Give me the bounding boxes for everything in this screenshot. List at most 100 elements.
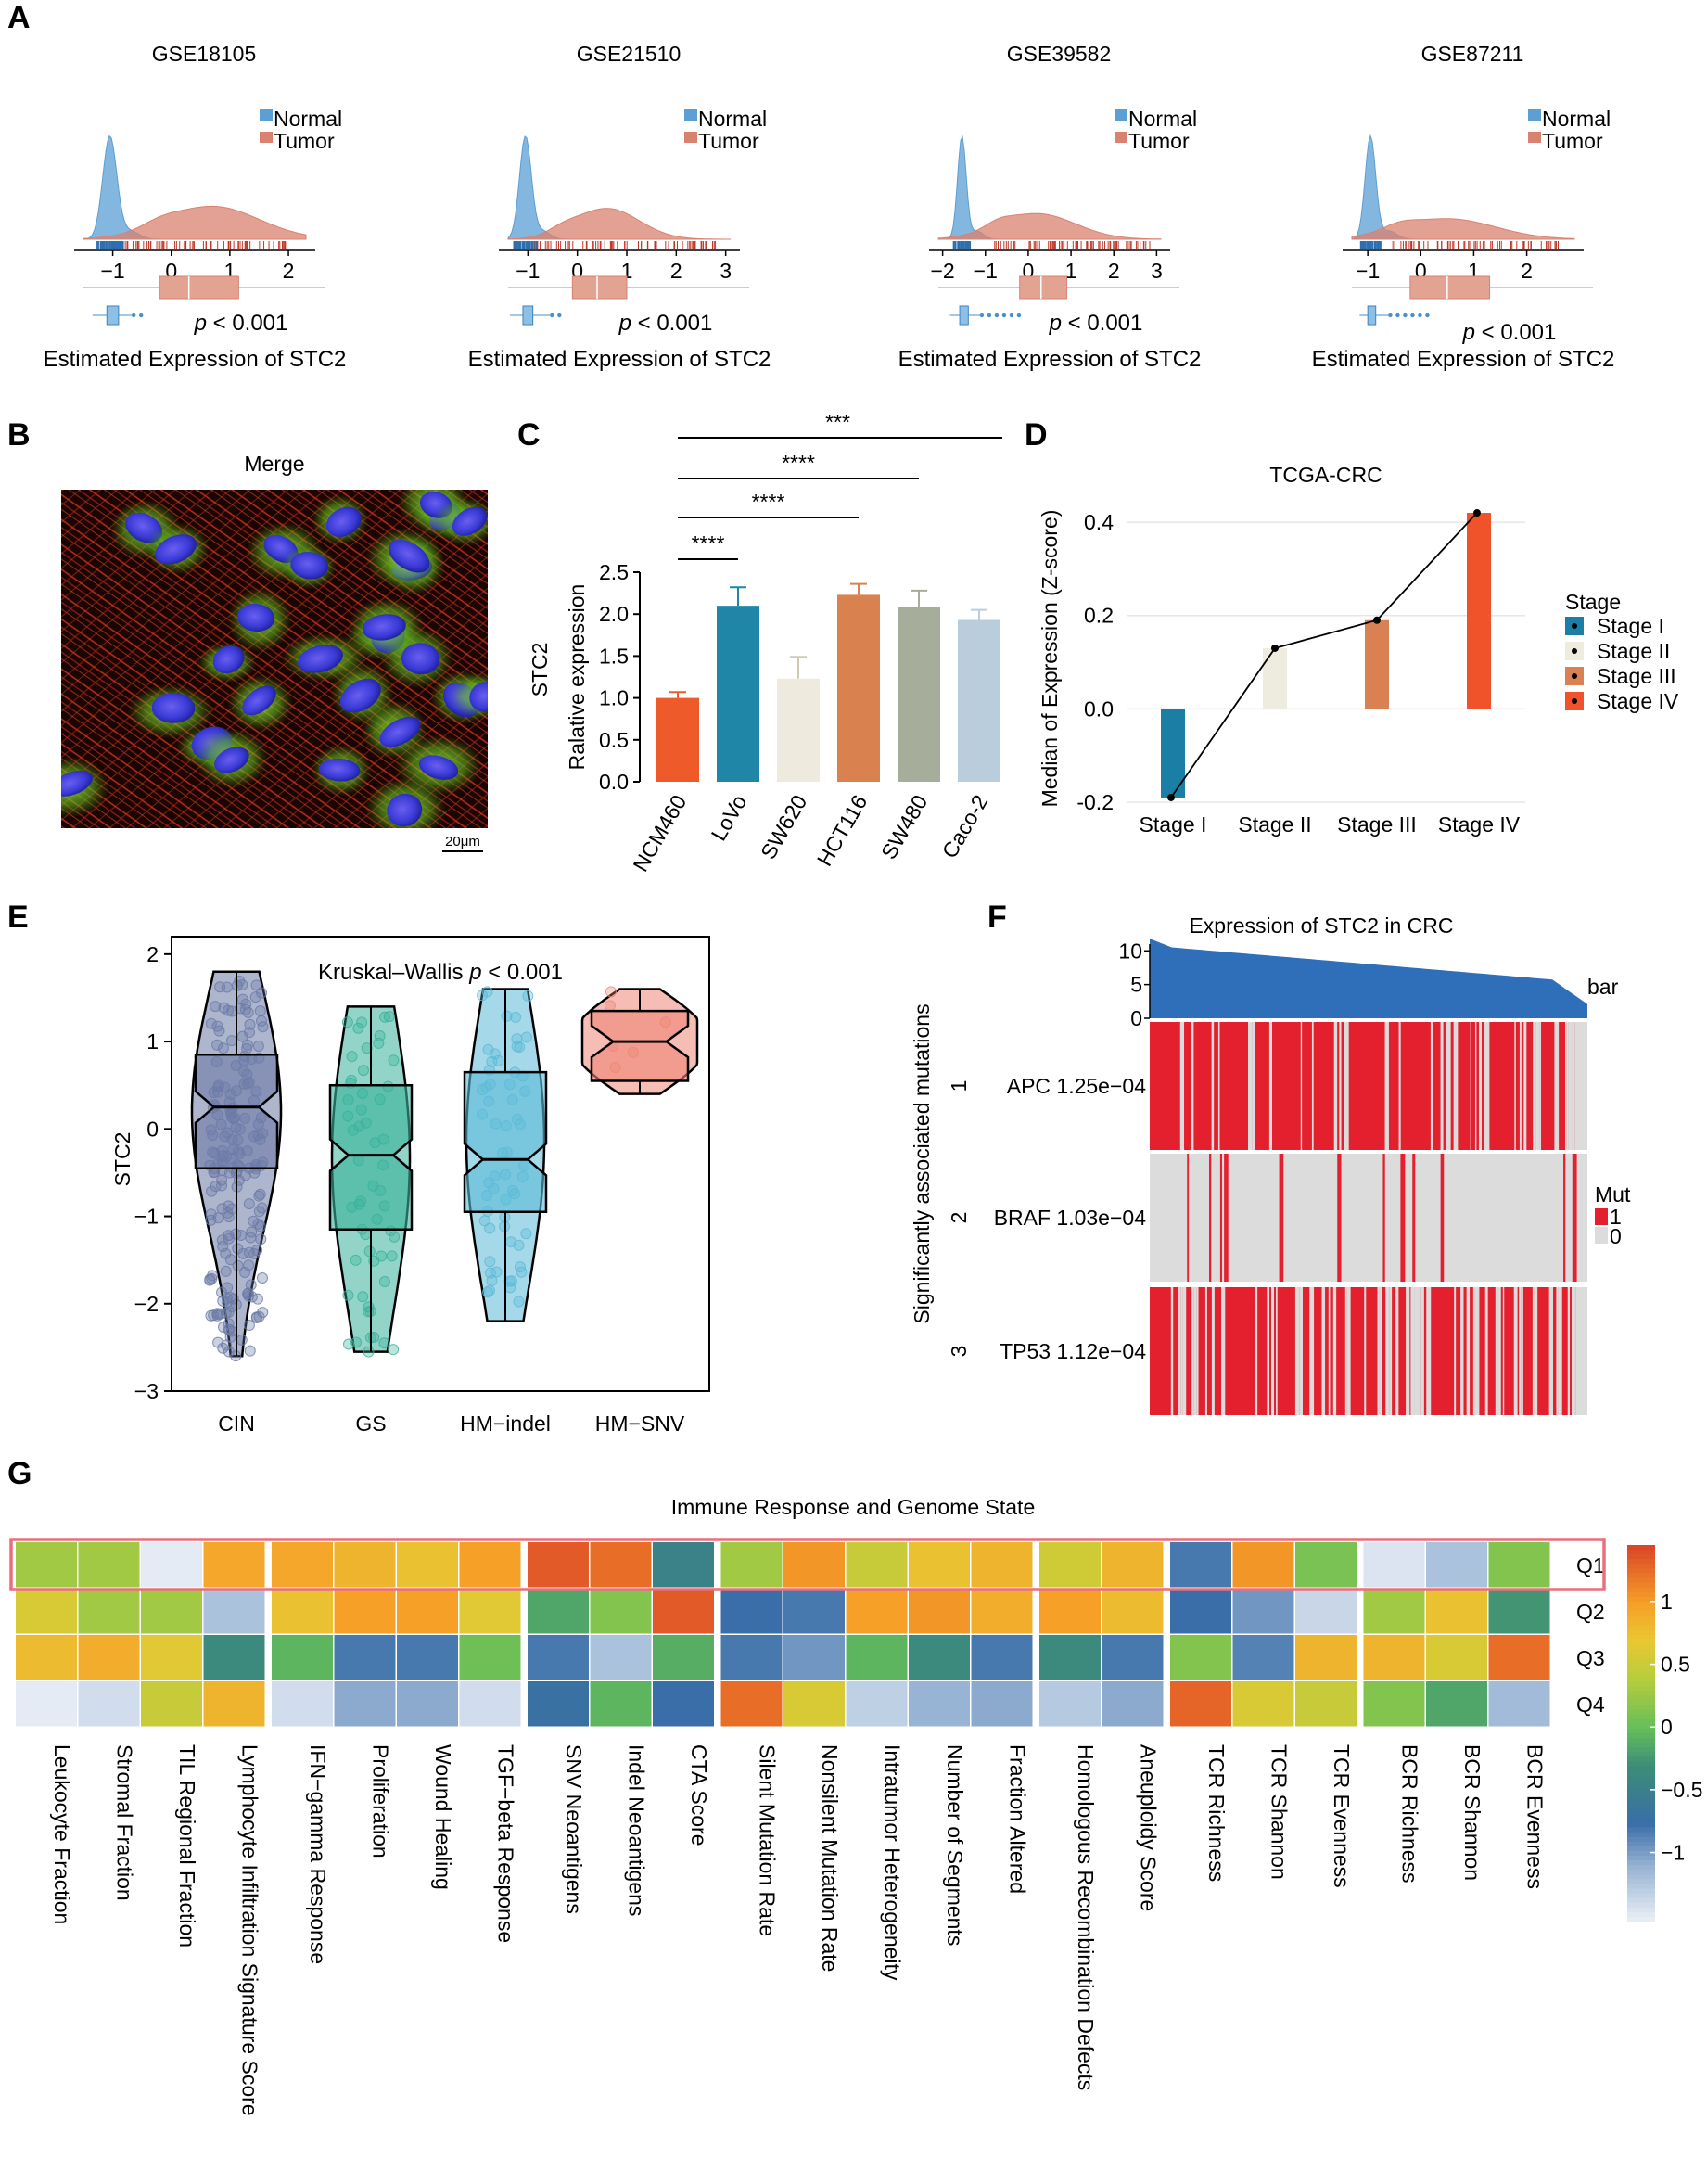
wildtype-mark [1495, 1287, 1498, 1415]
colorbar-segment [1627, 1761, 1655, 1768]
heatmap-cell [16, 1589, 77, 1634]
wildtype-mark [1178, 1287, 1181, 1415]
normal-outlier [987, 313, 992, 318]
p-value-label: p < 0.001 [1462, 320, 1557, 345]
heatmap-cell [1232, 1542, 1294, 1588]
x-tick-label: 1 [1065, 259, 1077, 283]
x-tick-label: SW620 [756, 791, 811, 863]
colorbar-segment [1627, 1850, 1655, 1857]
wildtype-mark [1395, 1287, 1399, 1415]
wildtype-mark [1267, 1287, 1270, 1415]
data-point [221, 981, 233, 993]
colorbar-segment [1627, 1718, 1655, 1725]
heatmap-cell [1102, 1681, 1164, 1727]
heatmap-cell [1295, 1635, 1357, 1680]
p-symbol: p [1462, 320, 1475, 345]
colorbar-segment [1627, 1780, 1655, 1786]
merge-title: Merge [244, 452, 304, 476]
notched-box [590, 1009, 690, 1082]
colorbar-segment [1627, 1596, 1655, 1603]
data-point [257, 1021, 269, 1033]
colorbar-segment [1627, 1616, 1655, 1622]
colorbar-segment [1627, 1677, 1655, 1683]
data-point [254, 1188, 266, 1200]
mutation-mark [1187, 1154, 1190, 1282]
p-symbol: p [194, 311, 207, 336]
wildtype-mark [1344, 1022, 1348, 1150]
heatmap-cell [720, 1542, 783, 1588]
heatmap-cell [459, 1542, 521, 1588]
heatmap-cell [1102, 1542, 1164, 1588]
y-tick-label: 2.5 [599, 560, 629, 584]
colorbar-segment [1627, 1865, 1655, 1871]
heatmap-cell [1363, 1589, 1425, 1634]
data-point [223, 1004, 235, 1016]
p-value-text: < 0.001 [631, 311, 712, 336]
colorbar-segment [1627, 1907, 1655, 1913]
wildtype-mark [1170, 1287, 1174, 1415]
bar-sw620 [777, 678, 820, 782]
y-tick-label: 0.4 [1084, 510, 1114, 534]
colorbar-segment [1627, 1747, 1655, 1754]
row-label: Q4 [1576, 1692, 1605, 1717]
wildtype-mark [1255, 1287, 1258, 1415]
heatmap-cell [16, 1542, 77, 1588]
data-point [342, 1289, 354, 1301]
p-value-text: < 0.001 [1062, 311, 1142, 336]
heatmap-cell [1232, 1681, 1294, 1727]
data-point [386, 1250, 398, 1262]
wildtype-mark [1484, 1022, 1490, 1150]
colorbar-segment [1627, 1874, 1655, 1881]
colorbar-segment [1627, 1639, 1655, 1645]
colorbar-segment [1627, 1545, 1655, 1552]
bar-caco-2 [958, 619, 1000, 782]
wildtype-mark [1193, 1287, 1197, 1415]
data-point [253, 1190, 265, 1202]
data-point [388, 1054, 400, 1066]
gene-rank: 3 [947, 1346, 971, 1358]
wildtype-mark [1389, 1287, 1393, 1415]
normal-outlier [994, 313, 1000, 318]
mutation-mark [1337, 1154, 1342, 1282]
x-tick-label: HCT116 [812, 791, 872, 871]
column-label: Wound Healing [431, 1744, 455, 1890]
wildtype-mark [1380, 1287, 1382, 1415]
data-point [246, 1226, 258, 1238]
chart-title: GSE18105 [152, 42, 257, 66]
legend-swatch-tumor [684, 132, 697, 143]
wildtype-mark [1551, 1287, 1554, 1415]
data-point [244, 1018, 256, 1030]
data-point [236, 1334, 248, 1346]
colorbar-segment [1627, 1605, 1655, 1613]
colorbar-segment [1627, 1841, 1655, 1847]
wildtype-mark [1328, 1287, 1331, 1415]
data-point [212, 1212, 224, 1224]
panel-letter-e: E [7, 900, 29, 935]
heatmap-cell [783, 1542, 845, 1588]
colorbar-segment [1627, 1634, 1655, 1641]
wildtype-mark [1571, 1287, 1575, 1415]
heatmap-cell [971, 1635, 1033, 1680]
significance-label: *** [825, 410, 850, 434]
wildtype-mark [1344, 1287, 1347, 1415]
heatmap-cell [78, 1542, 140, 1588]
column-label: TCR Richness [1204, 1744, 1229, 1882]
column-label: TIL Regional Fraction [175, 1744, 199, 1948]
heatmap-cell [203, 1542, 265, 1588]
legend-title: Mut [1595, 1182, 1631, 1207]
data-point [520, 1228, 532, 1240]
bar-1 [1161, 709, 1185, 798]
heatmap-cell [653, 1635, 714, 1680]
nucleus [362, 614, 406, 641]
wildtype-mark [1460, 1287, 1464, 1415]
data-point [205, 1208, 217, 1220]
wildtype-mark [1533, 1022, 1536, 1150]
data-point [478, 1215, 490, 1227]
data-point [222, 1207, 234, 1219]
x-tick-label: 2 [1521, 259, 1533, 283]
colorbar-segment [1627, 1836, 1655, 1843]
notched-box [463, 1070, 548, 1214]
wildtype-mark [1385, 1287, 1390, 1415]
